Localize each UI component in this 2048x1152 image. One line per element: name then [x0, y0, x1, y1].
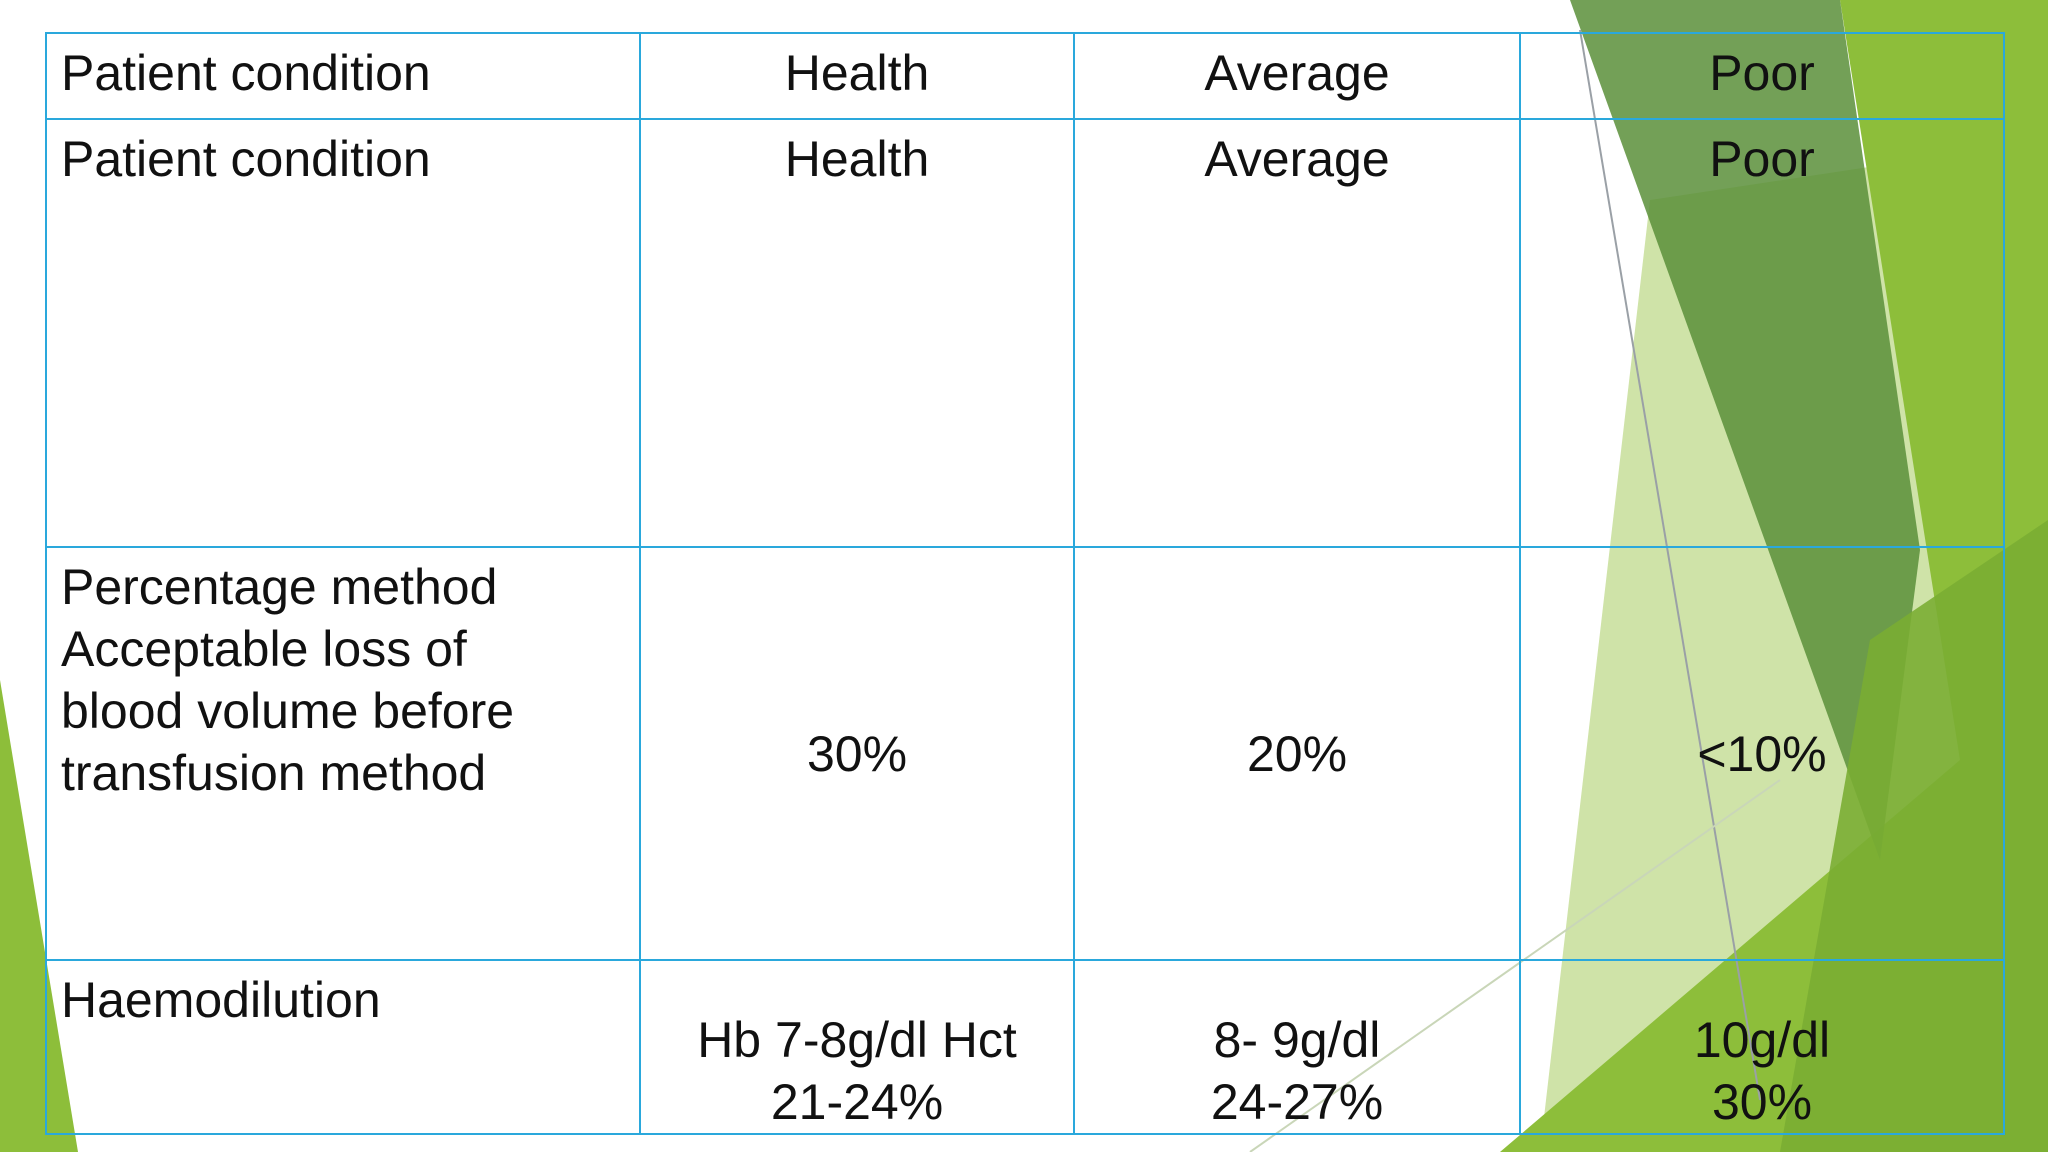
- table-cell: 30%: [639, 546, 1075, 961]
- table-cell: Average: [1073, 118, 1521, 548]
- table-cell: Health: [639, 118, 1075, 548]
- table-row: Percentage method Acceptable loss of blo…: [45, 546, 2005, 961]
- table-row: Patient condition Health Average Poor: [45, 118, 2005, 548]
- table-cell: Patient condition: [45, 118, 641, 548]
- table-header-row: Patient condition Health Average Poor: [45, 32, 2005, 120]
- table-cell: Poor: [1519, 118, 2005, 548]
- header-cell-poor: Poor: [1519, 32, 2005, 120]
- table-cell: Percentage method Acceptable loss of blo…: [45, 546, 641, 961]
- table-cell: Hb 7-8g/dl Hct 21-24%: [639, 959, 1075, 1135]
- table-cell: 10g/dl 30%: [1519, 959, 2005, 1135]
- table-cell: <10%: [1519, 546, 2005, 961]
- table-row: Haemodilution Hb 7-8g/dl Hct 21-24% 8- 9…: [45, 959, 2005, 1135]
- table-cell: 20%: [1073, 546, 1521, 961]
- header-cell-average: Average: [1073, 32, 1521, 120]
- table-cell: Haemodilution: [45, 959, 641, 1135]
- patient-condition-table: Patient condition Health Average Poor Pa…: [45, 32, 2005, 1135]
- header-cell-condition: Patient condition: [45, 32, 641, 120]
- table-cell: 8- 9g/dl 24-27%: [1073, 959, 1521, 1135]
- header-cell-health: Health: [639, 32, 1075, 120]
